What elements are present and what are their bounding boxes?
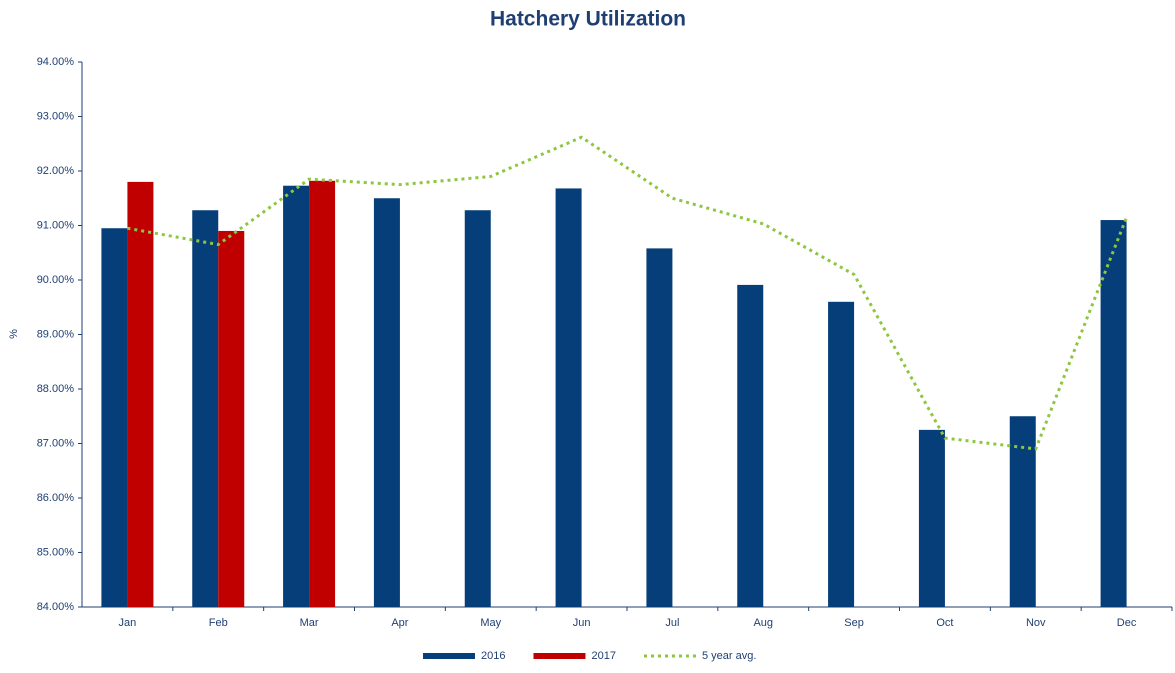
bar (828, 301, 855, 607)
x-tick-label: Dec (1117, 617, 1137, 629)
bar (1009, 416, 1036, 607)
x-tick-label: Mar (300, 617, 319, 629)
y-tick-label: 91.00% (37, 219, 75, 231)
y-tick-label: 88.00% (37, 383, 75, 395)
y-tick-label: 94.00% (37, 56, 75, 68)
bar (555, 188, 582, 607)
bar (373, 198, 400, 607)
x-tick-label: May (480, 617, 501, 629)
y-tick-label: 90.00% (37, 274, 75, 286)
bar (1100, 220, 1127, 608)
legend-swatch (423, 653, 475, 659)
x-tick-label: Jul (665, 617, 679, 629)
bar (309, 180, 336, 607)
y-tick-label: 84.00% (37, 601, 75, 613)
x-tick-label: Sep (844, 617, 864, 629)
legend-label: 2016 (481, 650, 505, 662)
x-tick-label: Jun (573, 617, 591, 629)
x-tick-label: Oct (936, 617, 953, 629)
y-tick-label: 89.00% (37, 328, 75, 340)
y-axis-label: % (8, 329, 20, 339)
x-tick-label: Feb (209, 617, 228, 629)
bar (464, 210, 491, 608)
legend-label: 5 year avg. (702, 650, 756, 662)
y-tick-label: 92.00% (37, 165, 75, 177)
x-tick-label: Apr (391, 617, 408, 629)
bar (918, 429, 945, 607)
bar (101, 228, 128, 607)
legend-swatch (533, 653, 586, 659)
y-tick-label: 86.00% (37, 492, 75, 504)
bar (127, 181, 154, 607)
bar (192, 210, 219, 608)
bar (283, 185, 310, 607)
bar (646, 248, 673, 607)
x-tick-label: Nov (1026, 617, 1046, 629)
y-tick-label: 85.00% (37, 546, 75, 558)
line-series (127, 135, 1128, 451)
chart-title: Hatchery Utilization (490, 8, 686, 31)
y-tick-label: 93.00% (37, 110, 75, 122)
x-tick-label: Aug (753, 617, 773, 629)
legend-label: 2017 (591, 650, 615, 662)
x-tick-label: Jan (119, 617, 137, 629)
bar (737, 284, 764, 607)
bar (218, 230, 245, 607)
y-tick-label: 87.00% (37, 437, 75, 449)
